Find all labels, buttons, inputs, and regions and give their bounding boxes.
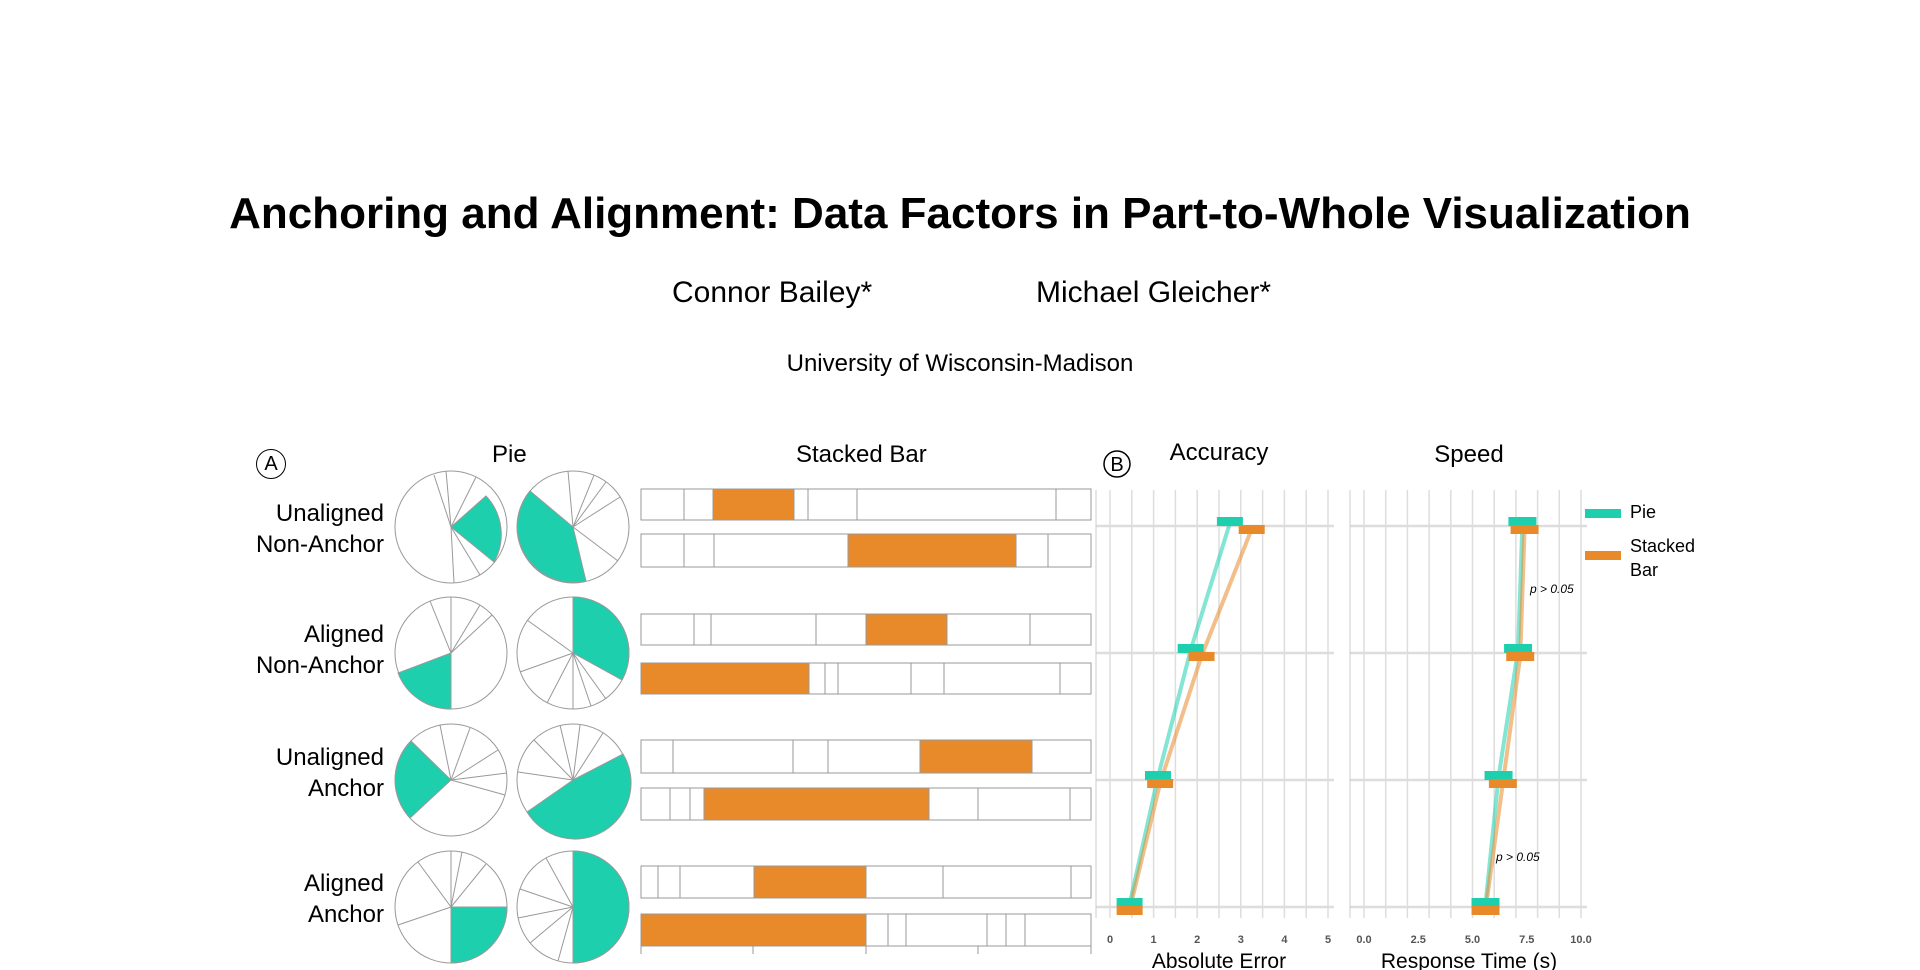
tick-label: 2.5 [1411,934,1426,946]
data-point [1508,517,1537,526]
data-point [1471,898,1500,907]
result-marks [1116,517,1539,915]
stacked-bar [640,865,1092,899]
row-label-2: Aligned Non-Anchor [255,621,384,679]
accuracy-title: Accuracy [1170,439,1269,466]
row-label-1: Unaligned Non-Anchor [255,500,384,558]
pie-chart [394,470,508,584]
pie-chart [516,723,632,840]
legend-swatch-bar [1585,551,1621,560]
data-point [1116,898,1143,907]
panel-b-marker-ring [1103,450,1131,478]
stacked-bar [640,662,1092,695]
tick-label: 10.0 [1570,934,1591,946]
legend-label-pie: Pie [1630,502,1656,522]
tick-label: 2 [1194,934,1200,946]
pie-chart [516,470,630,584]
data-point [1238,525,1265,534]
stacked-bar [640,739,1092,774]
stacked-bar [640,913,1092,947]
series-line [1127,522,1232,905]
pie-chart [394,723,508,837]
speed-x-label: Response Time (s) [1381,950,1557,970]
pie-chart [516,596,630,710]
tick-label: 3 [1238,934,1244,946]
pie-chart [394,596,508,710]
p-value-annotation: p > 0.05 [1529,582,1574,596]
row-label-4: Aligned Anchor [303,870,384,928]
stacked-bar [640,533,1092,568]
col-bar-heading: Stacked Bar [796,441,927,468]
data-point [1510,525,1539,534]
data-point [1484,771,1513,780]
results-charts: B Accuracy Speed 0 1 2 3 4 5 0.0 2.5 5.0 7.5 10.0… [1095,439,1695,970]
stacked-bar [640,613,1092,646]
data-point [1116,906,1143,915]
stacked-bar [640,787,1092,821]
data-point [1488,779,1517,788]
data-point [1471,906,1500,915]
data-point [1504,644,1533,653]
data-point [1506,652,1535,661]
series-line [1483,522,1525,905]
legend-swatch-pie [1585,509,1621,518]
series-line [1127,528,1254,911]
affiliation: University of Wisconsin-Madison [786,350,1134,377]
row-label-3: Unaligned Anchor [275,744,384,802]
accuracy-x-label: Absolute Error [1152,950,1286,970]
tick-label: 0.0 [1356,934,1371,946]
tick-label: 4 [1281,934,1288,946]
series-line [1483,528,1527,911]
tick-label: 1 [1151,934,1157,946]
pie-chart [394,850,508,964]
tick-label: 7.5 [1519,934,1534,946]
tick-label: 0 [1107,934,1113,946]
speed-grid: 0.0 2.5 5.0 7.5 10.0 [1349,490,1592,946]
paper-title: Anchoring and Alignment: Data Factors in… [229,189,1691,238]
panel-a-marker: A [256,449,286,479]
data-point [1177,644,1204,653]
stacked-bar [640,488,1092,521]
pie-chart [516,850,630,964]
col-pie-heading: Pie [492,441,527,468]
data-point [1216,517,1243,526]
data-point [1147,779,1174,788]
panel-b-marker: B [1110,454,1123,476]
legend-label-bar: Stacked [1630,536,1695,556]
speed-title: Speed [1434,441,1503,468]
data-point [1144,771,1171,780]
pie-examples [394,470,632,964]
data-point [1188,652,1215,661]
legend-label-bar: Bar [1630,560,1658,580]
stacked-bar-examples [640,488,1092,954]
tick-label: 5 [1325,934,1331,946]
author-2: Michael Gleicher* [1036,276,1272,309]
author-1: Connor Bailey* [672,276,873,309]
accuracy-grid: 0 1 2 3 4 5 [1095,490,1334,946]
p-value-annotation: p > 0.05 [1495,850,1540,864]
tick-label: 5.0 [1465,934,1480,946]
